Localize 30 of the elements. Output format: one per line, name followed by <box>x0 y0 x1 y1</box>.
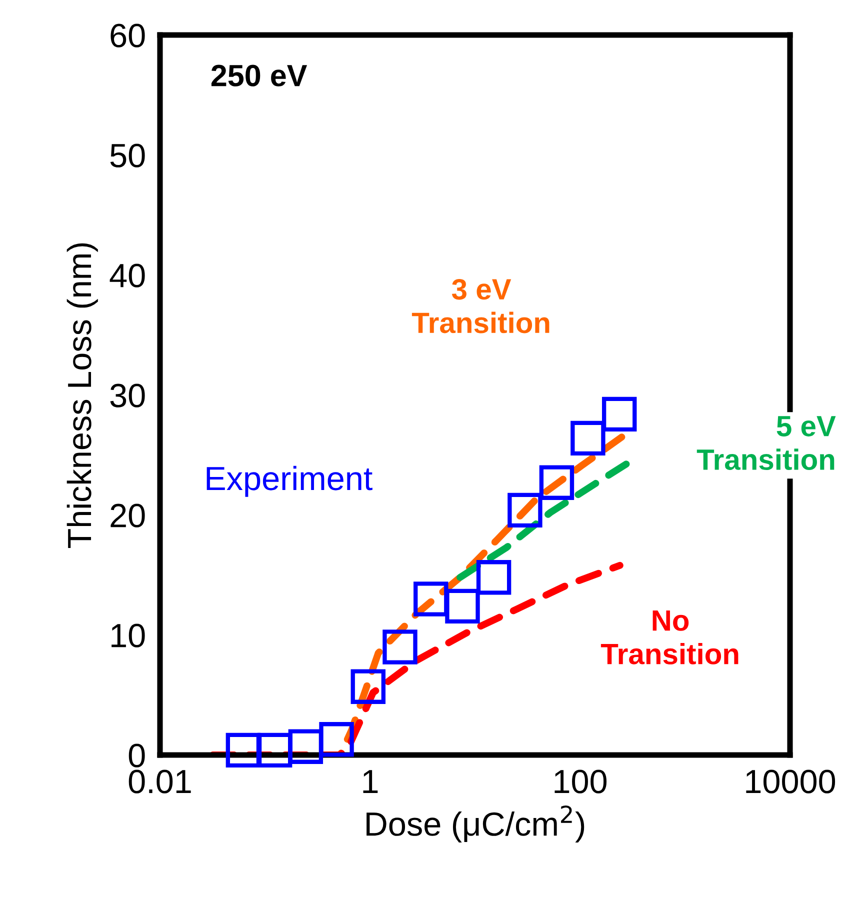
x-tick-label: 1 <box>363 770 378 794</box>
y-tick-label: 20 <box>110 504 145 528</box>
point <box>476 560 512 595</box>
text: 3 eV Transition <box>412 279 550 334</box>
y-tick-label: 0 <box>128 744 145 768</box>
point <box>288 729 324 764</box>
series-label: No Transition <box>600 610 738 664</box>
point <box>319 722 354 757</box>
x-tick-label: 100 <box>554 770 607 794</box>
text: 5 eV Transition <box>696 416 836 470</box>
y-tick-label: 50 <box>110 144 145 168</box>
y-tick-label: 40 <box>110 264 145 288</box>
x-tick-label: 10000 <box>746 770 836 794</box>
annotation: 250 eV <box>211 64 308 86</box>
point <box>350 669 386 704</box>
point <box>445 588 480 624</box>
point <box>508 492 542 528</box>
x-tick-label: 0.01 <box>128 770 191 794</box>
point <box>539 465 574 500</box>
point <box>257 732 292 768</box>
y-tick-label: 10 <box>112 624 145 648</box>
point <box>382 630 418 664</box>
x-axis-title: Dose (μC/cm$^{2}$) <box>366 806 584 842</box>
y-tick-label: 30 <box>110 384 145 408</box>
y-axis-title: Thickness Loss (nm) <box>66 243 98 548</box>
point <box>414 582 448 616</box>
y-tick-label: 60 <box>110 24 145 48</box>
point <box>602 396 637 432</box>
point <box>570 420 606 456</box>
text: Experiment <box>206 466 372 497</box>
